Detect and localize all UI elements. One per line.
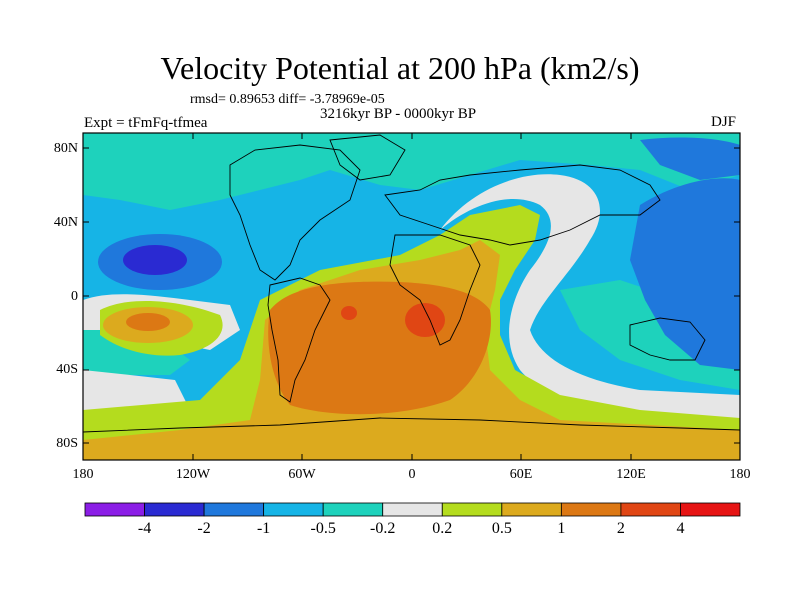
- season-label: DJF: [711, 114, 737, 130]
- xtick-60E: 60E: [509, 467, 533, 482]
- field-neg-strong-npac: [123, 245, 187, 275]
- colorbar-swatch: [84, 502, 145, 517]
- colorbar-label: -1: [256, 520, 271, 537]
- axis-ticks: [83, 133, 740, 460]
- colorbar-label: -2: [197, 520, 211, 537]
- map-title: Velocity Potential at 200 hPa (km2/s): [160, 50, 640, 86]
- ytick-80S: 80S: [56, 436, 78, 451]
- field-pos-max-atlantic: [341, 306, 357, 320]
- field-pos-strong-west: [126, 313, 170, 331]
- colorbar-swatch: [441, 502, 503, 517]
- xtick-120W: 120W: [175, 467, 211, 482]
- ytick-40S: 40S: [56, 362, 78, 377]
- colorbar-swatch: [322, 502, 384, 517]
- xtick-120E: 120E: [616, 467, 646, 482]
- field-neg-mid-ne: [640, 137, 740, 180]
- colorbar-label: 0.5: [491, 520, 512, 537]
- experiment-label: Expt = tFmFq-tfmea: [84, 115, 208, 131]
- colorbar-swatch: [560, 502, 622, 517]
- ytick-40N: 40N: [53, 215, 78, 230]
- colorbar-label: 1: [557, 520, 566, 537]
- xtick-60W: 60W: [288, 467, 316, 482]
- colorbar: [84, 502, 741, 517]
- colorbar-swatch: [501, 502, 562, 517]
- field-pos-max-africa: [405, 303, 445, 337]
- colorbar-label: -0.5: [310, 520, 336, 537]
- field-layer: [83, 133, 740, 460]
- colorbar-label: -4: [137, 520, 152, 537]
- colorbar-swatch: [680, 502, 741, 517]
- xtick-180-right: 180: [729, 467, 751, 482]
- colorbar-label: -0.2: [370, 520, 396, 537]
- ytick-0: 0: [71, 289, 78, 304]
- colorbar-swatch: [144, 502, 205, 517]
- stats-text: rmsd= 0.89653 diff= -3.78969e-05: [190, 92, 385, 107]
- colorbar-swatch: [203, 502, 265, 517]
- field-neg-weak-north: [83, 133, 740, 210]
- coastlines: [83, 134, 740, 433]
- colorbar-label: 2: [616, 520, 625, 537]
- colorbar-label: 0.2: [432, 520, 453, 537]
- xtick-180-left: 180: [72, 467, 94, 482]
- field-neg-mid-wpac: [630, 178, 740, 370]
- ytick-80N: 80N: [53, 141, 78, 156]
- colorbar-swatch: [382, 502, 443, 517]
- colorbar-swatch: [620, 502, 681, 517]
- xtick-0: 0: [408, 467, 416, 482]
- colorbar-swatch: [263, 502, 324, 517]
- field-neutral-south: [83, 370, 190, 410]
- period-label: 3216kyr BP - 0000kyr BP: [320, 106, 477, 122]
- colorbar-label: 4: [676, 520, 685, 537]
- field-neutral-arc: [440, 174, 740, 420]
